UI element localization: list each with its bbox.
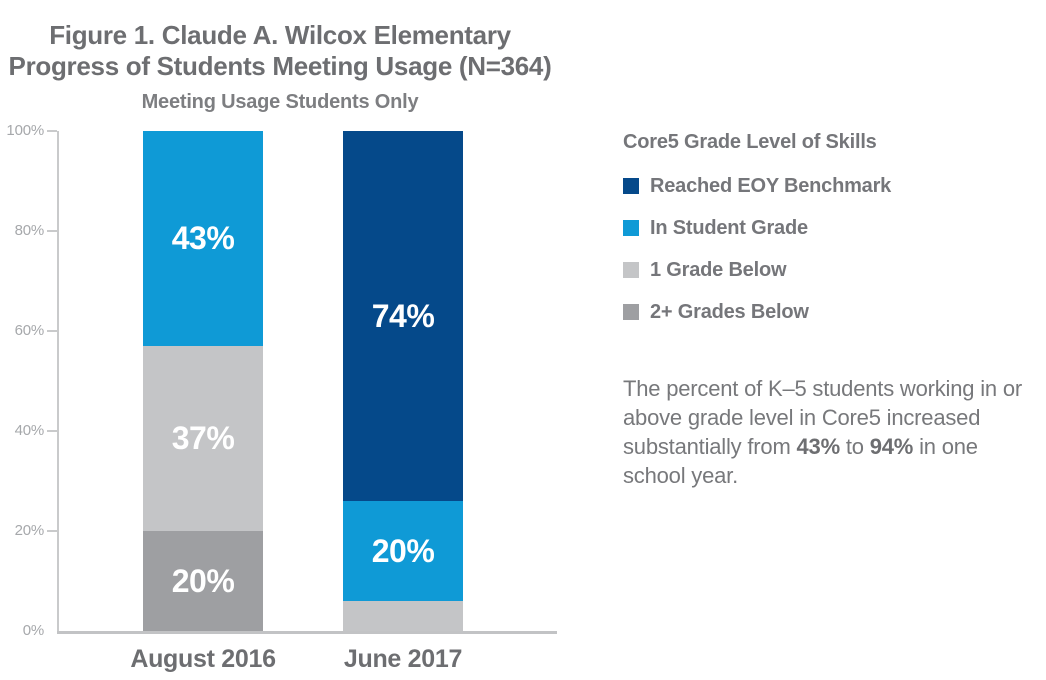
legend-swatch-light-gray-icon — [623, 262, 639, 278]
segment-value-label: 43% — [171, 220, 235, 256]
bar-august-2016: 43% 37% 20% — [143, 131, 263, 631]
legend-item-reached-eoy-benchmark: Reached EOY Benchmark — [623, 175, 891, 197]
x-axis-line — [57, 631, 557, 634]
legend-item-1-grade-below: 1 Grade Below — [623, 259, 891, 281]
legend-item-in-student-grade: In Student Grade — [623, 217, 891, 239]
bar-segment-reached-eoy-benchmark: 74% — [343, 131, 463, 501]
bar-segment-1-grade-below: 37% — [143, 346, 263, 531]
bar-june-2017: 74% 20% — [343, 131, 463, 631]
y-tick-label: 80% — [14, 222, 45, 239]
segment-value-label: 20% — [171, 562, 235, 599]
legend-swatch-mid-gray-icon — [623, 304, 639, 320]
figure-title-line-1: Figure 1. Claude A. Wilcox Elementary — [49, 20, 511, 50]
caption-text-after: in one school year. — [623, 434, 978, 488]
y-tick-mark — [47, 430, 57, 432]
figure-title-line-2: Progress of Students Meeting Usage (N=36… — [8, 51, 552, 81]
legend-item-label: 1 Grade Below — [650, 258, 787, 281]
figure-title-block: Figure 1. Claude A. Wilcox Elementary Pr… — [6, 20, 554, 114]
chart-legend: Core5 Grade Level of Skills Reached EOY … — [623, 131, 891, 343]
segment-value-label: 20% — [371, 532, 435, 569]
y-tick-label: 40% — [14, 422, 45, 439]
caption-text-mid: to — [839, 434, 870, 459]
y-tick-label: 100% — [6, 122, 44, 139]
y-tick-mark — [47, 130, 57, 132]
legend-item-label: 2+ Grades Below — [650, 300, 809, 323]
y-tick-label: 0% — [22, 622, 44, 639]
x-axis-label-august-2016: August 2016 — [130, 645, 276, 673]
y-tick-label: 60% — [14, 322, 45, 339]
legend-item-label: In Student Grade — [650, 216, 808, 239]
y-tick-mark — [47, 330, 57, 332]
legend-swatch-blue-icon — [623, 220, 639, 236]
legend-swatch-navy-icon — [623, 178, 639, 194]
legend-title: Core5 Grade Level of Skills — [623, 131, 877, 153]
bar-segment-2-grades-below: 20% — [143, 531, 263, 631]
summary-caption: The percent of K–5 students working in o… — [623, 374, 1035, 490]
legend-item-label: Reached EOY Benchmark — [650, 174, 892, 197]
y-axis-line — [57, 131, 59, 631]
caption-bold-94: 94% — [869, 434, 914, 459]
segment-value-label: 37% — [171, 420, 235, 456]
caption-text-before: The percent of K–5 students working in o… — [623, 376, 1023, 459]
legend-item-2plus-grades-below: 2+ Grades Below — [623, 301, 891, 323]
caption-bold-43: 43% — [796, 434, 841, 459]
y-tick-mark — [47, 230, 57, 232]
bar-segment-in-student-grade: 43% — [143, 131, 263, 346]
x-axis-label-june-2017: June 2017 — [343, 645, 463, 673]
chart-subtitle: Meeting Usage Students Only — [141, 91, 419, 113]
y-tick-mark — [47, 530, 57, 532]
y-tick-label: 20% — [14, 522, 45, 539]
segment-value-label: 74% — [371, 297, 435, 334]
bar-segment-in-student-grade: 20% — [343, 501, 463, 601]
bar-segment-1-grade-below — [343, 601, 463, 631]
